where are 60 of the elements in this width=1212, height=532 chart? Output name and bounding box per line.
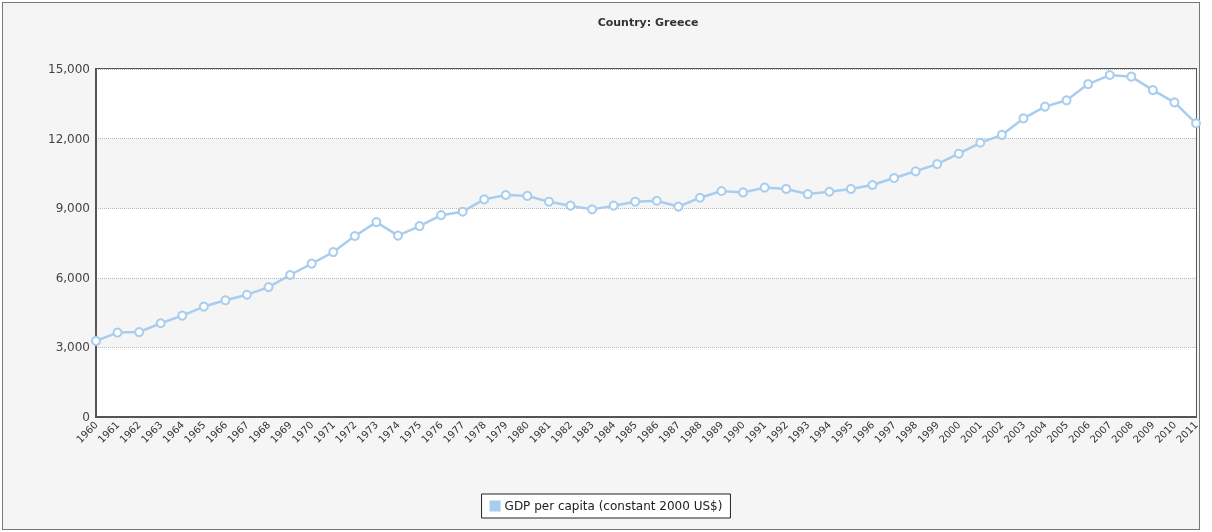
point: [587, 204, 598, 215]
point: [1147, 85, 1158, 96]
point: [285, 270, 296, 281]
point: [975, 137, 986, 148]
point: [1126, 71, 1137, 82]
point: [1083, 79, 1094, 90]
point: [177, 310, 188, 321]
point: [1169, 97, 1180, 108]
point: [349, 231, 360, 242]
point: [1040, 101, 1051, 112]
point: [241, 289, 252, 300]
point: [91, 335, 101, 346]
point: [220, 295, 231, 306]
point: [630, 196, 641, 207]
point: [500, 189, 511, 200]
point: [673, 201, 684, 212]
point: [371, 217, 382, 228]
point: [1104, 70, 1115, 81]
point: [802, 189, 813, 200]
point: [1191, 118, 1201, 129]
y-tick-label: 6,000: [55, 270, 90, 285]
point: [781, 183, 792, 194]
point: [134, 327, 145, 338]
point: [910, 166, 921, 177]
y-tick-label: 3,000: [55, 340, 90, 355]
point: [845, 183, 856, 194]
point: [716, 186, 727, 197]
point: [1018, 113, 1029, 124]
point: [457, 206, 468, 217]
point: [522, 190, 533, 201]
point: [328, 247, 339, 258]
point: [479, 194, 490, 205]
legend-label: GDP per capita (constant 2000 US$): [504, 499, 723, 513]
y-tick-label: 15,000: [48, 62, 90, 76]
point: [392, 230, 403, 241]
point: [1061, 95, 1072, 106]
point: [932, 159, 943, 170]
point: [824, 186, 835, 197]
point: [112, 327, 123, 338]
point: [651, 195, 662, 206]
y-tick-label: 9,000: [55, 201, 90, 216]
point: [608, 200, 619, 211]
point: [694, 192, 705, 203]
point: [738, 187, 749, 198]
point: [889, 173, 900, 184]
y-tick-label: 0: [82, 410, 90, 424]
point: [198, 301, 209, 312]
point: [953, 148, 964, 159]
point: [155, 318, 166, 329]
point: [759, 182, 770, 193]
point: [436, 210, 447, 221]
point: [867, 180, 878, 190]
point: [414, 221, 425, 232]
point: [565, 200, 576, 211]
point: [306, 258, 317, 269]
point: [263, 282, 274, 293]
chart-title: Country: Greece: [597, 16, 699, 29]
point: [996, 129, 1007, 140]
y-tick-label: 12,000: [48, 131, 90, 146]
point: [543, 196, 554, 207]
